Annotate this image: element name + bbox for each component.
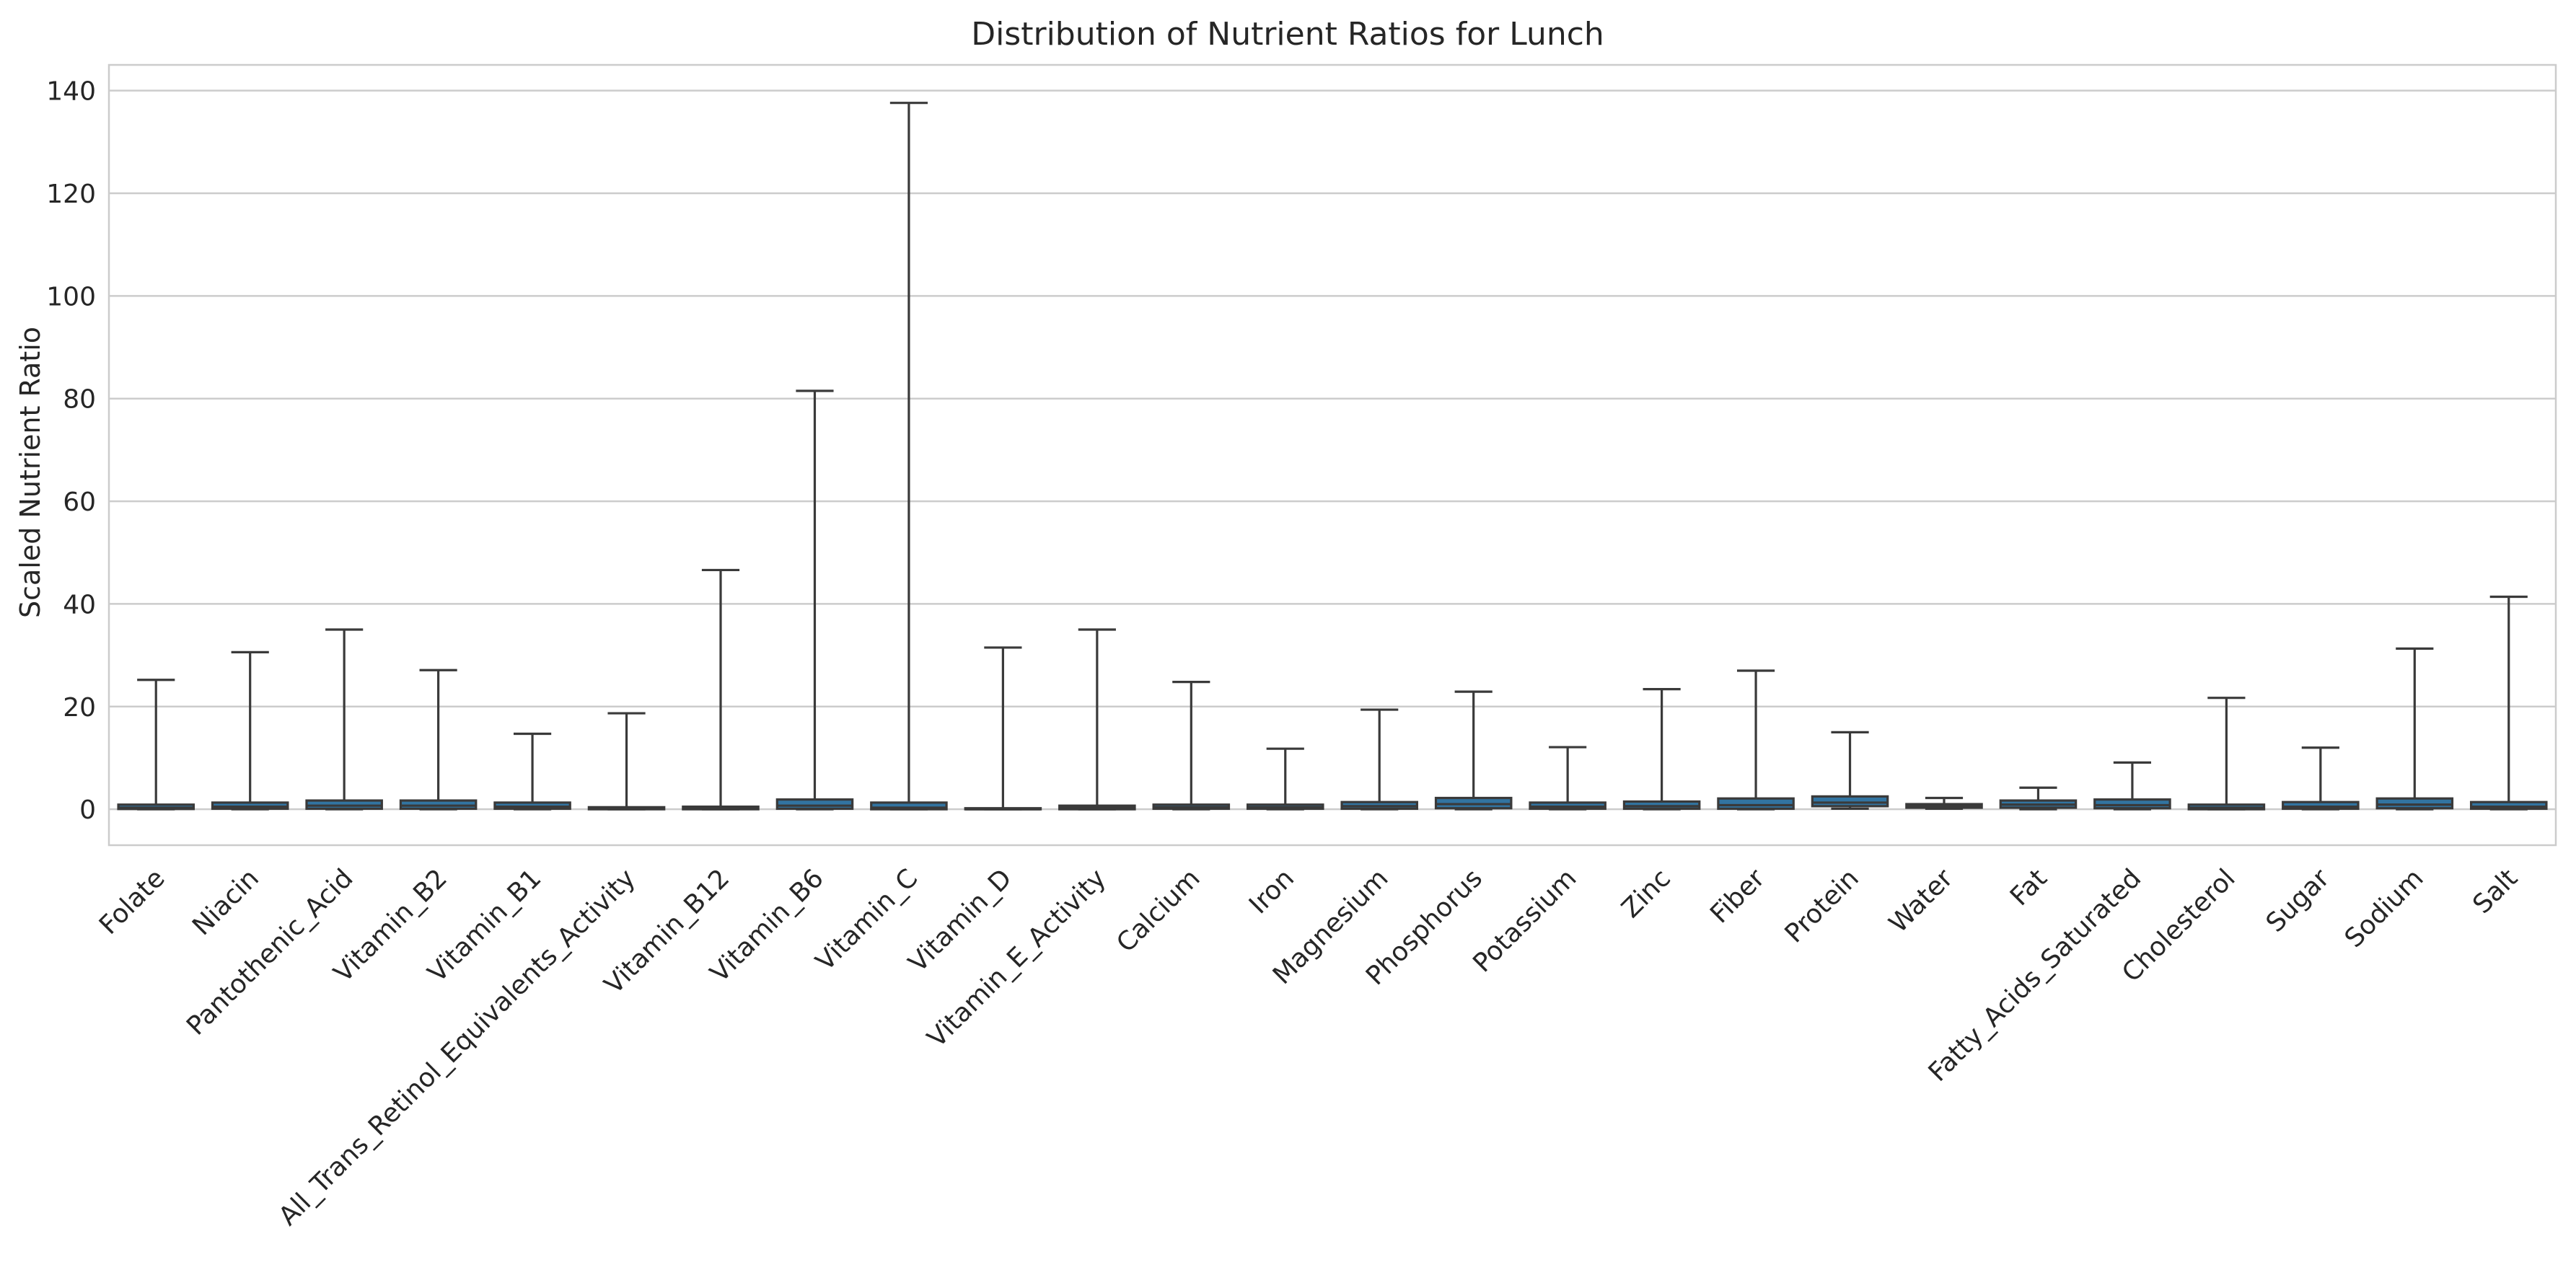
x-tick-label-All_Trans_Retinol_Equivalents_Activity: All_Trans_Retinol_Equivalents_Activity: [273, 863, 641, 1231]
x-tick-label-Salt: Salt: [2467, 863, 2523, 919]
box-Pantothenic_Acid: [305, 628, 383, 811]
box-Potassium: [1529, 746, 1606, 811]
y-tick-label-120: 120: [46, 180, 96, 209]
x-tick-label-Fiber: Fiber: [1705, 863, 1770, 929]
y-tick-label-100: 100: [46, 282, 96, 312]
box-All_Trans_Retinol_Equivalents_Activity: [587, 712, 666, 811]
box-Folate: [117, 679, 195, 811]
box-Sugar: [2282, 746, 2360, 811]
y-tick-label-20: 20: [63, 693, 96, 723]
boxes: [117, 102, 2548, 811]
box-Fatty_Acids_Saturated: [2093, 761, 2171, 811]
box-Vitamin_C: [870, 102, 948, 811]
iqr-box: [2375, 797, 2454, 810]
y-axis-label: Scaled Nutrient Ratio: [14, 327, 46, 618]
x-tick-label-Zinc: Zinc: [1616, 863, 1676, 924]
y-tick-label-40: 40: [63, 590, 96, 619]
x-tick-label-Sugar: Sugar: [2261, 863, 2336, 938]
box-Vitamin_B12: [682, 568, 760, 811]
x-tick-label-Vitamin_E_Activity: Vitamin_E_Activity: [922, 863, 1112, 1053]
plot-frame: [107, 63, 2557, 847]
box-Vitamin_B6: [775, 389, 854, 811]
iqr-box: [2469, 800, 2548, 811]
x-tick-label-Pantothenic_Acid: Pantothenic_Acid: [181, 863, 359, 1041]
gridlines: [109, 89, 2556, 811]
y-tick-label-0: 0: [79, 795, 96, 825]
box-Protein: [1811, 731, 1889, 811]
box-Water: [1905, 796, 1983, 811]
box-Niacin: [211, 650, 289, 811]
x-tick-label-Calcium: Calcium: [1111, 863, 1205, 958]
x-tick-label-Potassium: Potassium: [1467, 863, 1582, 978]
x-tick-label-Iron: Iron: [1244, 863, 1300, 919]
box-Fiber: [1717, 669, 1795, 811]
box-Fat: [1999, 786, 2078, 811]
x-tick-label-Water: Water: [1883, 863, 1959, 938]
box-Salt: [2469, 595, 2548, 811]
box-Phosphorus: [1434, 690, 1513, 811]
x-tick-label-Fat: Fat: [2005, 863, 2053, 912]
box-Zinc: [1622, 687, 1701, 811]
iqr-box: [2093, 798, 2171, 810]
y-tick-label-140: 140: [46, 77, 96, 107]
chart-title: Distribution of Nutrient Ratios for Lunc…: [971, 16, 1604, 53]
y-axis-ticks: 0 20 40 60 80 100 120 140: [46, 77, 96, 826]
x-tick-label-Folate: Folate: [94, 863, 171, 940]
iqr-box: [1811, 795, 1889, 808]
box-Calcium: [1152, 681, 1231, 811]
box-Vitamin_E_Activity: [1058, 628, 1136, 811]
box-Vitamin_D: [964, 646, 1042, 811]
box-Magnesium: [1340, 708, 1419, 811]
x-tick-label-Protein: Protein: [1780, 863, 1865, 948]
box-Vitamin_B2: [399, 669, 478, 811]
box-Sodium: [2375, 647, 2454, 811]
y-tick-label-80: 80: [63, 385, 96, 415]
iqr-box: [870, 801, 948, 811]
x-tick-label-Sodium: Sodium: [2339, 863, 2430, 953]
iqr-box: [775, 798, 854, 811]
y-tick-label-60: 60: [63, 488, 96, 517]
box-Cholesterol: [2187, 697, 2266, 811]
x-axis-ticks: Folate NiacinPantothenic_AcidVitamin_B2Vi…: [94, 863, 2523, 1231]
iqr-box: [2282, 800, 2360, 811]
box-Iron: [1246, 747, 1324, 811]
iqr-box: [1717, 797, 1795, 811]
box-Vitamin_B1: [493, 732, 571, 811]
x-tick-label-Niacin: Niacin: [187, 863, 265, 941]
